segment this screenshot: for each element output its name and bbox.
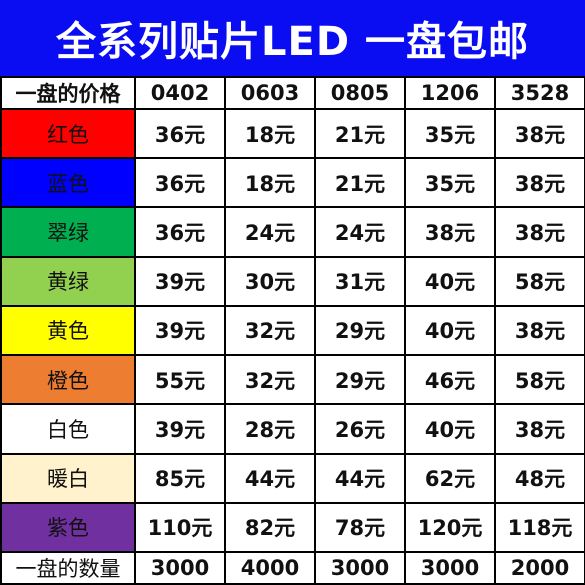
price-cell: 120元 bbox=[404, 501, 496, 554]
price-cell: 36元 bbox=[134, 206, 226, 258]
price-cell: 18元 bbox=[224, 107, 316, 160]
table-row: 黄色 39元 32元 29元 40元 38元 bbox=[0, 304, 585, 357]
price-cell: 38元 bbox=[494, 304, 585, 357]
price-cell: 82元 bbox=[224, 501, 316, 554]
quantity-cell: 3000 bbox=[404, 551, 496, 585]
table-row: 白色 39元 28元 26元 40元 38元 bbox=[0, 403, 585, 455]
quantity-cell: 4000 bbox=[224, 551, 316, 585]
price-cell: 118元 bbox=[494, 501, 585, 554]
price-cell: 21元 bbox=[314, 107, 406, 160]
price-cell: 58元 bbox=[494, 255, 585, 307]
price-cell: 85元 bbox=[134, 452, 226, 504]
column-header: 0805 bbox=[314, 76, 406, 110]
color-name-cell: 黄色 bbox=[0, 304, 136, 357]
color-name-cell: 翠绿 bbox=[0, 206, 136, 258]
price-cell: 40元 bbox=[404, 403, 496, 455]
price-cell: 18元 bbox=[224, 157, 316, 209]
column-header: 0603 bbox=[224, 76, 316, 110]
column-header: 1206 bbox=[404, 76, 496, 110]
price-cell: 36元 bbox=[134, 157, 226, 209]
price-cell: 31元 bbox=[314, 255, 406, 307]
table-body: 红色 36元 18元 21元 35元 38元 蓝色 36元 18元 21元 35元 38元 翠绿 36元 2… bbox=[0, 107, 585, 554]
price-cell: 35元 bbox=[404, 157, 496, 209]
color-name-cell: 暖白 bbox=[0, 452, 136, 504]
color-name-cell: 蓝色 bbox=[0, 157, 136, 209]
price-cell: 55元 bbox=[134, 354, 226, 406]
price-cell: 26元 bbox=[314, 403, 406, 455]
price-cell: 24元 bbox=[314, 206, 406, 258]
price-cell: 24元 bbox=[224, 206, 316, 258]
price-cell: 39元 bbox=[134, 304, 226, 357]
price-cell: 29元 bbox=[314, 304, 406, 357]
price-cell: 32元 bbox=[224, 304, 316, 357]
price-cell: 38元 bbox=[494, 107, 585, 160]
price-cell: 32元 bbox=[224, 354, 316, 406]
quantity-cell: 3000 bbox=[134, 551, 226, 585]
color-name-cell: 白色 bbox=[0, 403, 136, 455]
price-cell: 38元 bbox=[494, 403, 585, 455]
price-cell: 58元 bbox=[494, 354, 585, 406]
price-cell: 21元 bbox=[314, 157, 406, 209]
table-row: 紫色 110元 82元 78元 120元 118元 bbox=[0, 501, 585, 554]
page-title: 全系列贴片LED 一盘包邮 bbox=[0, 0, 585, 76]
table-header: 一盘的价格 0402 0603 0805 1206 3528 bbox=[0, 76, 585, 110]
table-row: 橙色 55元 32元 29元 46元 58元 bbox=[0, 354, 585, 406]
price-cell: 36元 bbox=[134, 107, 226, 160]
table-row: 黄绿 39元 30元 31元 40元 58元 bbox=[0, 255, 585, 307]
price-cell: 39元 bbox=[134, 255, 226, 307]
table-footer: 一盘的数量 3000 4000 3000 3000 2000 bbox=[0, 551, 585, 585]
table-row: 暖白 85元 44元 44元 62元 48元 bbox=[0, 452, 585, 504]
price-cell: 44元 bbox=[314, 452, 406, 504]
price-cell: 40元 bbox=[404, 255, 496, 307]
table-row: 翠绿 36元 24元 24元 38元 38元 bbox=[0, 206, 585, 258]
price-cell: 35元 bbox=[404, 107, 496, 160]
color-name-cell: 黄绿 bbox=[0, 255, 136, 307]
price-cell: 110元 bbox=[134, 501, 226, 554]
price-cell: 38元 bbox=[494, 157, 585, 209]
table-row: 蓝色 36元 18元 21元 35元 38元 bbox=[0, 157, 585, 209]
footer-row: 一盘的数量 3000 4000 3000 3000 2000 bbox=[0, 551, 585, 585]
price-cell: 78元 bbox=[314, 501, 406, 554]
quantity-cell: 3000 bbox=[314, 551, 406, 585]
price-cell: 39元 bbox=[134, 403, 226, 455]
price-cell: 30元 bbox=[224, 255, 316, 307]
footer-label: 一盘的数量 bbox=[0, 551, 136, 585]
color-name-cell: 橙色 bbox=[0, 354, 136, 406]
color-name-cell: 紫色 bbox=[0, 501, 136, 554]
price-cell: 46元 bbox=[404, 354, 496, 406]
price-cell: 44元 bbox=[224, 452, 316, 504]
price-cell: 48元 bbox=[494, 452, 585, 504]
quantity-cell: 2000 bbox=[494, 551, 585, 585]
price-cell: 38元 bbox=[494, 206, 585, 258]
price-cell: 29元 bbox=[314, 354, 406, 406]
header-row: 一盘的价格 0402 0603 0805 1206 3528 bbox=[0, 76, 585, 110]
price-cell: 28元 bbox=[224, 403, 316, 455]
price-cell: 38元 bbox=[404, 206, 496, 258]
price-table: 一盘的价格 0402 0603 0805 1206 3528 红色 36元 18元 2… bbox=[0, 76, 585, 585]
header-label: 一盘的价格 bbox=[0, 76, 136, 110]
column-header: 3528 bbox=[494, 76, 585, 110]
price-cell: 62元 bbox=[404, 452, 496, 504]
table-row: 红色 36元 18元 21元 35元 38元 bbox=[0, 107, 585, 160]
column-header: 0402 bbox=[134, 76, 226, 110]
color-name-cell: 红色 bbox=[0, 107, 136, 160]
price-cell: 40元 bbox=[404, 304, 496, 357]
